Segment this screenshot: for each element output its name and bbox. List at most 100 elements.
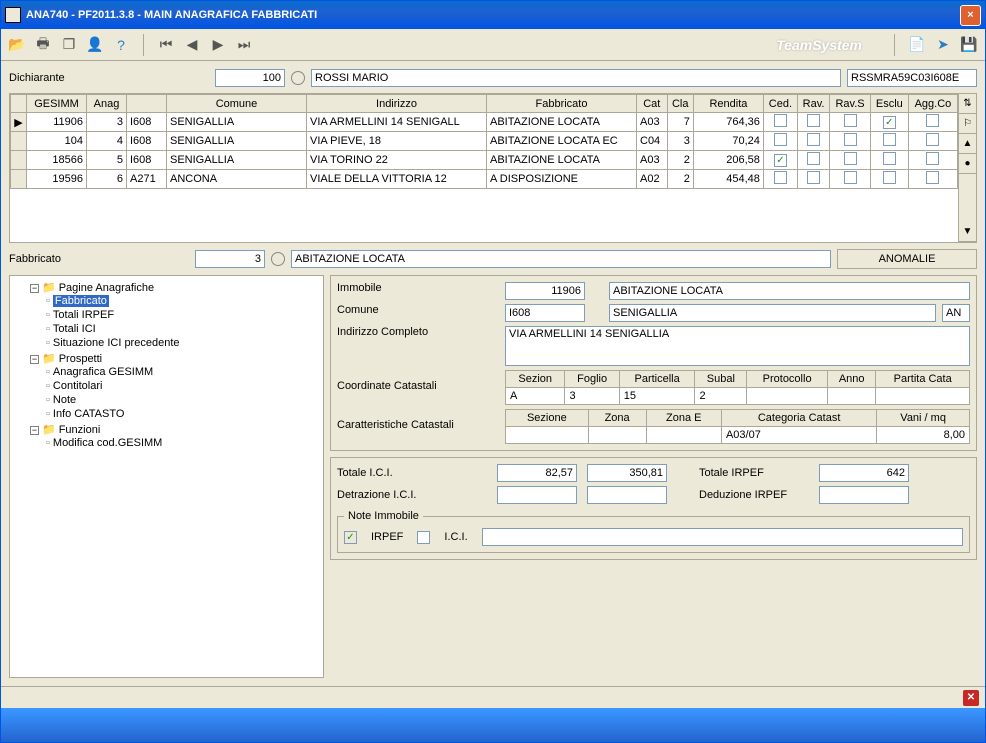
anomalie-button[interactable]: ANOMALIE — [837, 249, 977, 269]
dichiarante-cf[interactable]: RSSMRA59C03I608E — [847, 69, 977, 87]
dichiarante-code[interactable]: 100 — [215, 69, 285, 87]
page-icon: ▫ — [46, 437, 50, 449]
dichiarante-name[interactable]: ROSSI MARIO — [311, 69, 841, 87]
brand-label: TeamSystem — [776, 37, 862, 53]
grid-header[interactable]: Ced. — [763, 95, 797, 113]
coord-table[interactable]: SezionFoglioParticellaSubalProtocolloAnn… — [505, 370, 970, 405]
grid-header[interactable]: Rav. — [797, 95, 829, 113]
tree-item[interactable]: ▫ Fabbricato — [46, 294, 319, 308]
expand-icon[interactable]: − — [30, 284, 39, 293]
totale-ici-1: 82,57 — [497, 464, 577, 482]
save-icon[interactable]: 💾 — [959, 35, 979, 55]
separator — [143, 34, 144, 56]
table-row[interactable]: ▶119063I608SENIGALLIAVIA ARMELLINI 14 SE… — [11, 113, 958, 132]
error-icon[interactable]: ✕ — [963, 690, 979, 706]
detr-ici-label: Detrazione I.C.I. — [337, 489, 487, 501]
fabbricato-num[interactable]: 3 — [195, 250, 265, 268]
table-row[interactable]: 195966A271ANCONAVIALE DELLA VITTORIA 12A… — [11, 170, 958, 189]
page-icon: ▫ — [46, 295, 50, 307]
table-row[interactable]: 1044I608SENIGALLIAVIA PIEVE, 18ABITAZION… — [11, 132, 958, 151]
lower-area: −📁Pagine Anagrafiche ▫ Fabbricato▫ Total… — [9, 275, 977, 678]
detr-ici-1 — [497, 486, 577, 504]
expand-icon[interactable]: − — [30, 355, 39, 364]
nav-tree[interactable]: −📁Pagine Anagrafiche ▫ Fabbricato▫ Total… — [9, 275, 324, 678]
grid-header[interactable]: Agg.Co — [908, 95, 957, 113]
user-icon[interactable]: 👤 — [85, 35, 105, 55]
tree-item[interactable]: ▫ Modifica cod.GESIMM — [46, 436, 319, 450]
fabbricato-desc[interactable]: ABITAZIONE LOCATA — [291, 250, 831, 268]
doc-icon[interactable]: 📄 — [907, 35, 927, 55]
forward-icon[interactable]: ➤ — [933, 35, 953, 55]
next-icon[interactable]: ▶ — [208, 35, 228, 55]
toolbar: 📂 🖶 ❐ 👤 ? ⏮ ◀ ▶ ⏭ TeamSystem 📄 ➤ 💾 — [1, 29, 985, 61]
immobile-desc[interactable]: ABITAZIONE LOCATA — [609, 282, 970, 300]
statusbar: ✕ — [1, 686, 985, 708]
grid-side-dn[interactable]: ▼ — [959, 222, 976, 242]
page-icon: ▫ — [46, 366, 50, 378]
search-icon[interactable] — [271, 252, 285, 266]
indirizzo-field[interactable]: VIA ARMELLINI 14 SENIGALLIA — [505, 326, 970, 366]
tree-node[interactable]: Pagine Anagrafiche — [59, 282, 154, 294]
page-icon: ▫ — [46, 337, 50, 349]
page-icon: ▫ — [46, 380, 50, 392]
tree-node[interactable]: Funzioni — [59, 424, 101, 436]
main-window: ANA740 - PF2011.3.8 - MAIN ANAGRAFICA FA… — [0, 0, 986, 743]
note-ici-label: I.C.I. — [444, 531, 467, 543]
tree-item[interactable]: ▫ Info CATASTO — [46, 407, 319, 421]
tree-node[interactable]: Prospetti — [59, 353, 102, 365]
grid-header[interactable]: Fabbricato — [487, 95, 637, 113]
fabbricato-label: Fabbricato — [9, 253, 189, 265]
grid-header[interactable]: Rendita — [693, 95, 763, 113]
totale-irpef-label: Totale IRPEF — [699, 467, 809, 479]
grid-side-sort[interactable]: ⇅ — [959, 94, 976, 114]
page-icon: ▫ — [46, 408, 50, 420]
grid-side-dot[interactable]: ● — [959, 154, 976, 174]
grid-header[interactable]: Cat — [637, 95, 668, 113]
last-icon[interactable]: ⏭ — [234, 35, 254, 55]
page-icon: ▫ — [46, 309, 50, 321]
tree-item[interactable]: ▫ Totali ICI — [46, 322, 319, 336]
ici-checkbox[interactable] — [417, 531, 430, 544]
copy-icon[interactable]: ❐ — [59, 35, 79, 55]
totale-ici-2: 350,81 — [587, 464, 667, 482]
comune-label: Comune — [337, 304, 497, 316]
search-icon[interactable] — [291, 71, 305, 85]
note-text[interactable] — [482, 528, 963, 546]
grid-header[interactable]: Cla — [667, 95, 693, 113]
expand-icon[interactable]: − — [30, 426, 39, 435]
grid-header[interactable]: Indirizzo — [307, 95, 487, 113]
table-row[interactable]: 185665I608SENIGALLIAVIA TORINO 22ABITAZI… — [11, 151, 958, 170]
tree-item[interactable]: ▫ Anagrafica GESIMM — [46, 365, 319, 379]
comune-prov[interactable]: AN — [942, 304, 970, 322]
grid-header[interactable]: GESIMM — [27, 95, 87, 113]
tree-item[interactable]: ▫ Note — [46, 393, 319, 407]
fabbricati-grid[interactable]: GESIMMAnag ComuneIndirizzoFabbricatoCatCl… — [10, 94, 958, 189]
detr-ici-2 — [587, 486, 667, 504]
note-fieldset: Note Immobile ✓ IRPEF I.C.I. — [337, 510, 970, 553]
grid-header[interactable]: Anag — [87, 95, 127, 113]
immobile-code[interactable]: 11906 — [505, 282, 585, 300]
first-icon[interactable]: ⏮ — [156, 35, 176, 55]
print-icon[interactable]: 🖶 — [33, 35, 53, 55]
totale-irpef-val: 642 — [819, 464, 909, 482]
prev-icon[interactable]: ◀ — [182, 35, 202, 55]
comune-code[interactable]: I608 — [505, 304, 585, 322]
dichiarante-row: Dichiarante 100 ROSSI MARIO RSSMRA59C03I… — [9, 69, 977, 87]
ded-irpef-label: Deduzione IRPEF — [699, 489, 809, 501]
tree-item[interactable]: ▫ Totali IRPEF — [46, 308, 319, 322]
help-icon[interactable]: ? — [111, 35, 131, 55]
grid-header[interactable]: Esclu — [870, 95, 908, 113]
tree-item[interactable]: ▫ Contitolari — [46, 379, 319, 393]
grid-header[interactable]: Rav.S — [830, 95, 871, 113]
grid-side-up[interactable]: ▲ — [959, 134, 976, 154]
open-icon[interactable]: 📂 — [7, 35, 27, 55]
caratt-table[interactable]: SezioneZonaZona ECategoria CatastVani / … — [505, 409, 970, 444]
tree-item[interactable]: ▫ Situazione ICI precedente — [46, 336, 319, 350]
irpef-checkbox[interactable]: ✓ — [344, 531, 357, 544]
grid-side-flag[interactable]: ⚐ — [959, 114, 976, 134]
grid-header[interactable]: Comune — [167, 95, 307, 113]
comune-desc[interactable]: SENIGALLIA — [609, 304, 936, 322]
folder-icon: 📁 — [42, 423, 56, 436]
grid-header[interactable] — [127, 95, 167, 113]
close-button[interactable]: × — [960, 5, 981, 26]
